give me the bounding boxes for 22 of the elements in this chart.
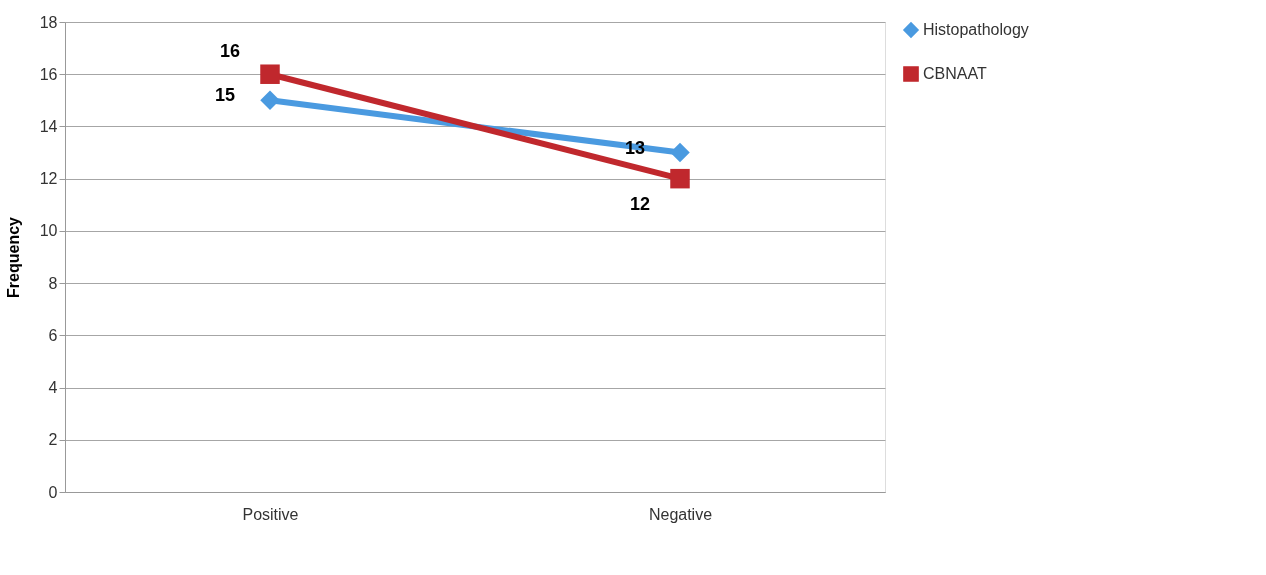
y-axis-title: Frequency [4, 216, 22, 298]
legend-label: Histopathology [923, 21, 1029, 38]
point [670, 142, 690, 163]
y-tick-label: 14 [39, 117, 58, 135]
x-tick-label: Positive [242, 505, 299, 523]
y-tick-label: 18 [39, 13, 58, 31]
y-tick-label: 6 [48, 326, 58, 344]
data-label: 12 [629, 193, 651, 214]
y-tick-label: 2 [48, 431, 58, 449]
point [670, 168, 690, 189]
y-tick-label: 10 [39, 222, 58, 240]
legend-label: CBNAAT [923, 65, 987, 82]
data-label: 15 [214, 85, 236, 106]
point [260, 90, 280, 111]
y-tick-label: 0 [48, 483, 58, 501]
x-tick-label: Negative [648, 505, 713, 523]
y-tick-label: 12 [39, 170, 58, 188]
point [260, 64, 280, 84]
y-tick-label: 16 [39, 65, 58, 83]
y-tick-label: 8 [48, 274, 58, 292]
y-tick-label: 4 [48, 379, 58, 397]
data-label: 16 [219, 41, 241, 62]
